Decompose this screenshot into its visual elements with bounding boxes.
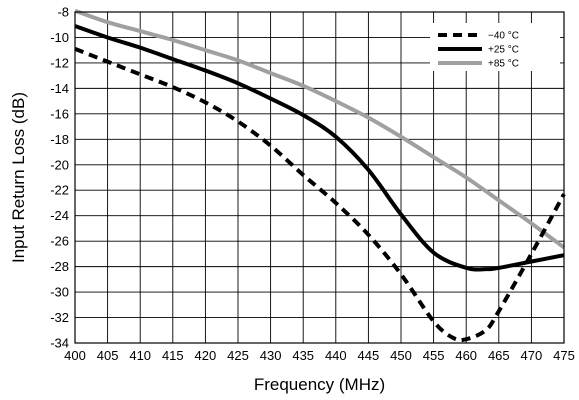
y-tick-label: -16 bbox=[50, 106, 69, 121]
y-tick-label: -28 bbox=[50, 259, 69, 274]
series-lines bbox=[74, 8, 566, 343]
y-tick-label: -24 bbox=[50, 208, 69, 223]
x-tick-label: 410 bbox=[129, 348, 151, 363]
x-tick-label: 445 bbox=[358, 348, 380, 363]
y-tick-label: -34 bbox=[50, 336, 69, 351]
y-axis-title: Input Return Loss (dB) bbox=[9, 92, 28, 263]
x-tick-label: 475 bbox=[553, 348, 575, 363]
y-axis-ticks: -8 -10 -12 -14 -16 -18 -20 -22 -24 -26 -28 -30 -32 -3… bbox=[50, 5, 69, 351]
x-tick-label: 420 bbox=[195, 348, 217, 363]
y-tick-label: -30 bbox=[50, 285, 69, 300]
x-tick-label: 400 bbox=[64, 348, 86, 363]
x-tick-label: 405 bbox=[97, 348, 119, 363]
x-tick-label: 450 bbox=[390, 348, 412, 363]
x-axis-title: Frequency (MHz) bbox=[254, 375, 385, 394]
y-tick-label: -20 bbox=[50, 157, 69, 172]
plot-frame bbox=[74, 11, 565, 344]
y-tick-label: -14 bbox=[50, 81, 69, 96]
y-tick-label: -8 bbox=[57, 5, 69, 20]
x-tick-label: 430 bbox=[260, 348, 282, 363]
y-tick-label: -12 bbox=[50, 55, 69, 70]
legend-label: +25 °C bbox=[488, 45, 519, 56]
x-tick-label: 460 bbox=[455, 348, 477, 363]
y-tick-label: -32 bbox=[50, 310, 69, 325]
x-tick-label: 470 bbox=[521, 348, 543, 363]
x-tick-label: 415 bbox=[162, 348, 184, 363]
legend-label: −40 °C bbox=[488, 31, 519, 42]
x-tick-label: 435 bbox=[292, 348, 314, 363]
y-tick-label: -26 bbox=[50, 234, 69, 249]
series-line-3 bbox=[74, 8, 566, 250]
x-tick-label: 440 bbox=[325, 348, 347, 363]
x-tick-label: 465 bbox=[488, 348, 510, 363]
legend-label: +85 °C bbox=[488, 59, 519, 70]
y-tick-label: -22 bbox=[50, 183, 69, 198]
legend: −40 °C +25 °C +85 °C bbox=[430, 23, 560, 71]
x-tick-label: 425 bbox=[227, 348, 249, 363]
x-axis-ticks: 400 405 410 415 420 425 430 435 440 445 450 455 460 4… bbox=[64, 348, 575, 363]
series-line-1 bbox=[74, 47, 566, 343]
x-tick-label: 455 bbox=[423, 348, 445, 363]
series-line-2 bbox=[74, 24, 565, 272]
y-tick-label: -18 bbox=[50, 132, 69, 147]
y-tick-label: -10 bbox=[50, 30, 69, 45]
